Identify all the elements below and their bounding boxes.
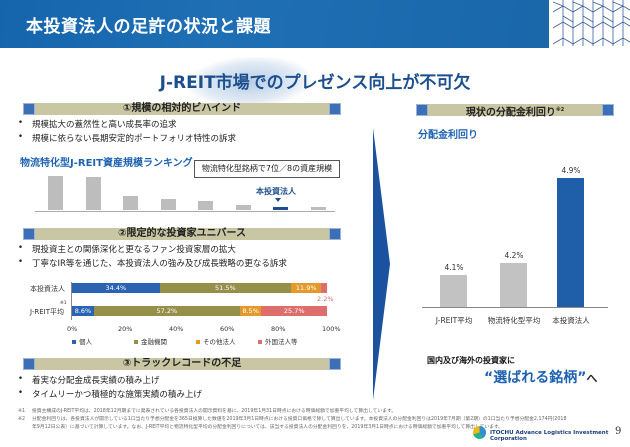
yield-category-label: 物流特化型平均 (487, 316, 541, 325)
header-banner: 本投資法人の足許の状況と課題 (0, 0, 549, 48)
legend-swatch (196, 340, 200, 344)
company-logo-icon (473, 426, 486, 439)
conclusion-main-text: “選ばれる銘柄” (484, 370, 587, 386)
headline: J-REIT市場でのプレゼンス向上が不可欠 (159, 73, 471, 93)
ranking-bar-1 (48, 176, 63, 210)
legend-label: 外国法人等 (265, 338, 298, 346)
section-1-header: ①規模の相対的ビハインド (23, 103, 341, 115)
footnote-text: 分配金利回りは、各投資法人が開示している1口当たり予想分配金を365日換算した数… (32, 417, 567, 422)
section-3-bullet-2: タイムリーかつ積極的な施策実績の積み上げ (18, 388, 202, 400)
section-3-bullet-1: 着実な分配金成長実績の積み上げ (18, 374, 159, 386)
row-label-own: 本投資法人 (30, 285, 65, 293)
yield-chart-title: 分配金利回り (418, 130, 478, 141)
section-1-bullet-1: 規模拡大の蓋然性と高い成長率の追求 (18, 118, 176, 130)
footnote-1: ※1 投資主構成のJ-REIT平均は、2018年12月期までに発表されている各投資… (18, 407, 396, 414)
yield-panel-title: 現状の分配金利回り (465, 107, 556, 119)
yield-panel-note: ※2 (555, 107, 565, 113)
ranking-bar-3 (123, 195, 138, 210)
square-icon (416, 104, 428, 116)
ranking-bar-4 (160, 199, 176, 210)
footnote-text: 投資主構成のJ-REIT平均は、2018年12月期までに発表されている各投資法人… (32, 409, 397, 414)
stacked-y-axis (71, 282, 72, 320)
pointer-triangle-icon (275, 198, 281, 202)
x-tick-label: 40% (169, 325, 184, 333)
stacked-outside-label: 2.2% (317, 295, 334, 303)
footnote-2: ※2 分配金利回りは、各投資法人が開示している1口当たり予想分配金を365日換算し… (18, 415, 567, 422)
square-icon (23, 103, 35, 115)
section-2-header: ②限定的な投資家ユニバース (23, 228, 341, 240)
section-1-bullet-2: 規模に依らない長期安定的ポートフォリオ特性の訴求 (18, 132, 236, 144)
legend-swatch (134, 340, 138, 344)
stacked-bar-2-4: 25.7% (261, 306, 327, 316)
stacked-bar-1-2: 51.5% (159, 283, 292, 293)
stacked-bar-2-2: 57.2% (93, 306, 240, 316)
ranking-chart-title: 物流特化型J-REIT資産規模ランキング (20, 158, 193, 169)
section-1-title: ①規模の相対的ビハインド (122, 103, 242, 114)
conclusion-main: “選ばれる銘柄”へ (484, 367, 597, 387)
footnote-3: 年9月12日公表）に基づいて計算しています。なお、J-REIT平均と物流特化型平… (18, 423, 503, 430)
square-icon (329, 358, 341, 370)
right-arrow-icon (373, 128, 390, 400)
square-icon (329, 228, 341, 240)
yield-bar-1 (440, 275, 467, 307)
stacked-bar-1-4 (321, 283, 327, 293)
yield-category-label: J-REIT平均 (435, 316, 473, 325)
section-2-title: ②限定的な投資家ユニバース (118, 228, 246, 239)
legend-item: その他法人 (196, 336, 236, 346)
square-icon (329, 103, 341, 115)
x-tick-label: 20% (118, 325, 133, 333)
own-reit-label: 本投資法人 (256, 187, 296, 196)
legend-label: 個人 (79, 338, 92, 346)
yield-bar-2 (500, 262, 527, 307)
ranking-bar-5 (198, 201, 213, 210)
section-2-bullet-2: 丁寧なIR等を通じた、本投資法人の強み及び成長戦略の更なる訴求 (18, 257, 287, 269)
legend-label: その他法人 (203, 338, 236, 346)
square-icon (23, 228, 35, 240)
x-tick-label: 0% (67, 325, 78, 333)
legend-swatch (72, 340, 76, 344)
conclusion-sub: 国内及び海外の投資家に (427, 356, 515, 365)
ranking-bar-6 (235, 204, 251, 210)
legend-item: 個人 (72, 336, 92, 346)
yield-baseline (422, 307, 608, 308)
section-2-bullet-1: 現投資主との関係深化と更なるファン投資家層の拡大 (18, 243, 236, 255)
x-tick-label: 60% (220, 325, 235, 333)
footnote-text: 年9月12日公表）に基づいて計算しています。なお、J-REIT平均と物流特化型平… (32, 425, 504, 430)
footnote-mark: ※2 (18, 417, 26, 422)
ranking-baseline (35, 211, 335, 212)
yield-category-label: 本投資法人 (552, 316, 590, 325)
square-icon (602, 104, 614, 116)
row-note: ※1 (60, 301, 67, 306)
legend-item: 金融機関 (134, 336, 167, 346)
ranking-bar-2 (85, 177, 101, 210)
x-tick-label: 80% (271, 325, 286, 333)
ranking-bar-8 (310, 206, 326, 210)
stacked-bar-1-1: 34.4% (72, 283, 160, 293)
footnote-mark: ※1 (18, 409, 26, 414)
yield-panel-header: 現状の分配金利回り※2 (416, 104, 614, 119)
square-icon (23, 358, 35, 370)
legend-item: 外国法人等 (258, 336, 298, 346)
ranking-bar-7 (273, 207, 288, 210)
ranking-annotation-box: 物流特化型銘柄で7位／8の資産規模 (194, 160, 340, 178)
page-number: 9 (615, 426, 622, 437)
yield-value-label: 4.9% (561, 166, 581, 175)
legend-swatch (258, 340, 262, 344)
x-tick-label: 100% (322, 325, 341, 333)
legend-label: 金融機関 (141, 338, 167, 346)
yield-bar-3 (557, 178, 584, 307)
stacked-bar-2-3: 8.5% (239, 306, 262, 316)
section-3-title: ③トラックレコードの不足 (122, 358, 242, 369)
page-title: 本投資法人の足許の状況と課題 (26, 17, 271, 37)
row-label-jreit: J-REIT平均 (30, 308, 64, 316)
section-3-header: ③トラックレコードの不足 (23, 358, 341, 370)
stacked-bar-1-3: 11.9% (291, 283, 322, 293)
stacked-bar-2-1: 8.6% (72, 306, 94, 316)
conclusion-tail: へ (586, 372, 598, 385)
company-name: ITOCHU Advance Logistics Investment Corp… (490, 430, 609, 442)
geometric-pattern-decoration (553, 0, 630, 46)
yield-value-label: 4.2% (504, 250, 524, 260)
yield-value-label: 4.1% (444, 263, 464, 273)
